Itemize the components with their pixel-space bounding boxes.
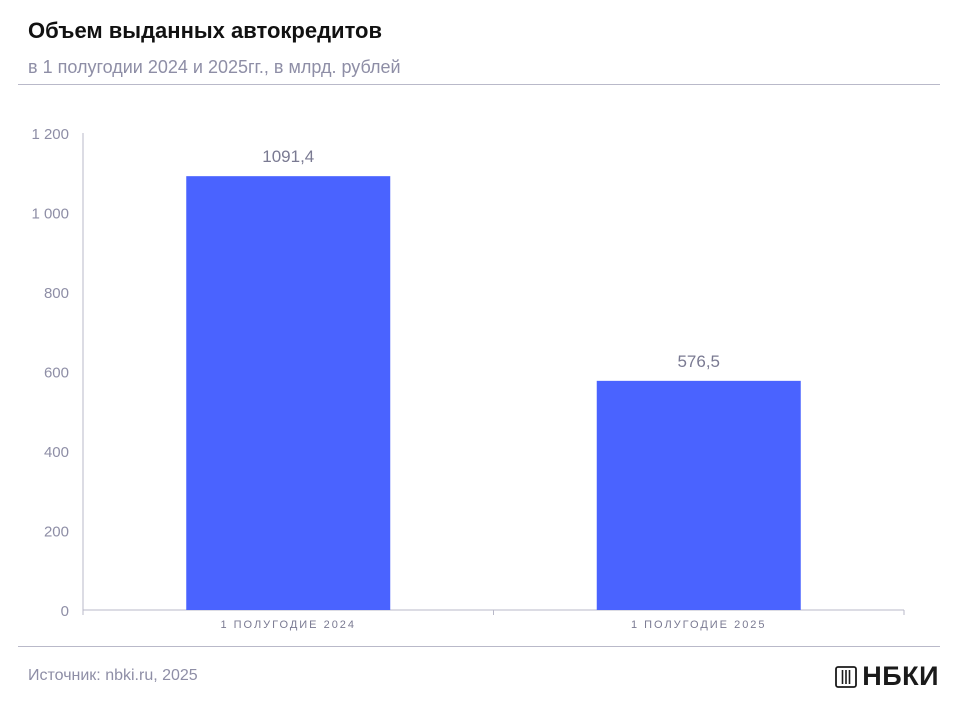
nbki-logo-icon — [835, 665, 858, 688]
source-note: Источник: nbki.ru, 2025 — [28, 667, 198, 684]
data-label: 1091,4 — [262, 147, 314, 166]
bar — [186, 176, 391, 610]
x-tick-label: 1 ПОЛУГОДИЕ 2024 — [220, 619, 356, 631]
x-tick-label: 1 ПОЛУГОДИЕ 2025 — [631, 619, 767, 631]
y-tick-label: 800 — [44, 285, 69, 302]
header-divider — [18, 84, 940, 85]
chart-title: Объем выданных автокредитов — [28, 18, 383, 43]
brand-logo: НБКИ — [835, 661, 939, 692]
logo-text: НБКИ — [862, 661, 939, 691]
y-tick-label: 1 200 — [31, 126, 69, 143]
y-tick-label: 200 — [44, 524, 69, 541]
y-tick-label: 1 000 — [31, 206, 69, 223]
y-tick-label: 400 — [44, 444, 69, 461]
chart-subtitle: в 1 полугодии 2024 и 2025гг., в млрд. ру… — [28, 57, 401, 77]
y-tick-label: 0 — [61, 603, 69, 620]
y-tick-label: 600 — [44, 365, 69, 382]
bar — [596, 380, 801, 610]
data-label: 576,5 — [677, 352, 720, 371]
footer-divider — [18, 646, 940, 647]
